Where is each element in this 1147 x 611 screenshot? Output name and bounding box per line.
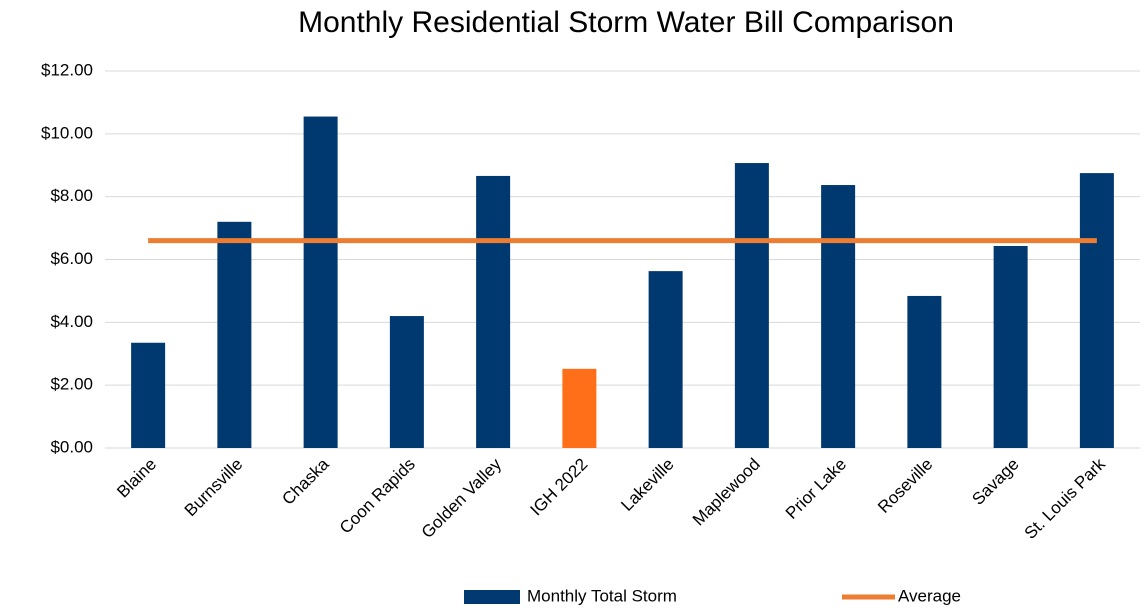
y-tick-label: $12.00: [41, 60, 93, 79]
bar: [734, 163, 769, 448]
legend-label: Average: [898, 586, 961, 605]
chart-title: Monthly Residential Storm Water Bill Com…: [298, 6, 954, 39]
bar: [993, 245, 1028, 448]
x-tick-label: Savage: [968, 455, 1022, 509]
x-tick-label: Lakeville: [617, 455, 677, 515]
y-tick-label: $8.00: [50, 186, 93, 205]
bar: [1079, 173, 1114, 448]
bar: [303, 116, 338, 448]
x-tick-label: Golden Valley: [418, 454, 506, 542]
y-tick-label: $2.00: [50, 375, 93, 394]
bar: [648, 271, 683, 448]
bar: [821, 185, 856, 449]
y-tick-label: $0.00: [50, 437, 93, 456]
x-tick-label: Roseville: [874, 455, 936, 517]
bar: [217, 221, 252, 448]
x-tick-label: Prior Lake: [782, 455, 850, 523]
y-tick-label: $6.00: [50, 249, 93, 268]
bar: [476, 175, 511, 448]
x-tick-label: Coon Rapids: [336, 455, 419, 538]
y-tick-label: $4.00: [50, 312, 93, 331]
bar: [131, 342, 166, 448]
bar: [562, 368, 597, 448]
x-tick-label: St. Louis Park: [1021, 454, 1110, 543]
y-tick-label: $10.00: [41, 123, 93, 142]
x-tick-label: Burnsville: [181, 455, 247, 521]
x-tick-label: Maplewood: [689, 455, 764, 530]
bar: [907, 295, 942, 448]
legend-swatch: [464, 590, 520, 604]
x-tick-label: Chaska: [278, 454, 333, 509]
legend-label: Monthly Total Storm: [527, 586, 677, 605]
x-tick-label: Blaine: [113, 455, 160, 502]
bar: [389, 316, 424, 448]
x-tick-label: IGH 2022: [526, 455, 591, 520]
